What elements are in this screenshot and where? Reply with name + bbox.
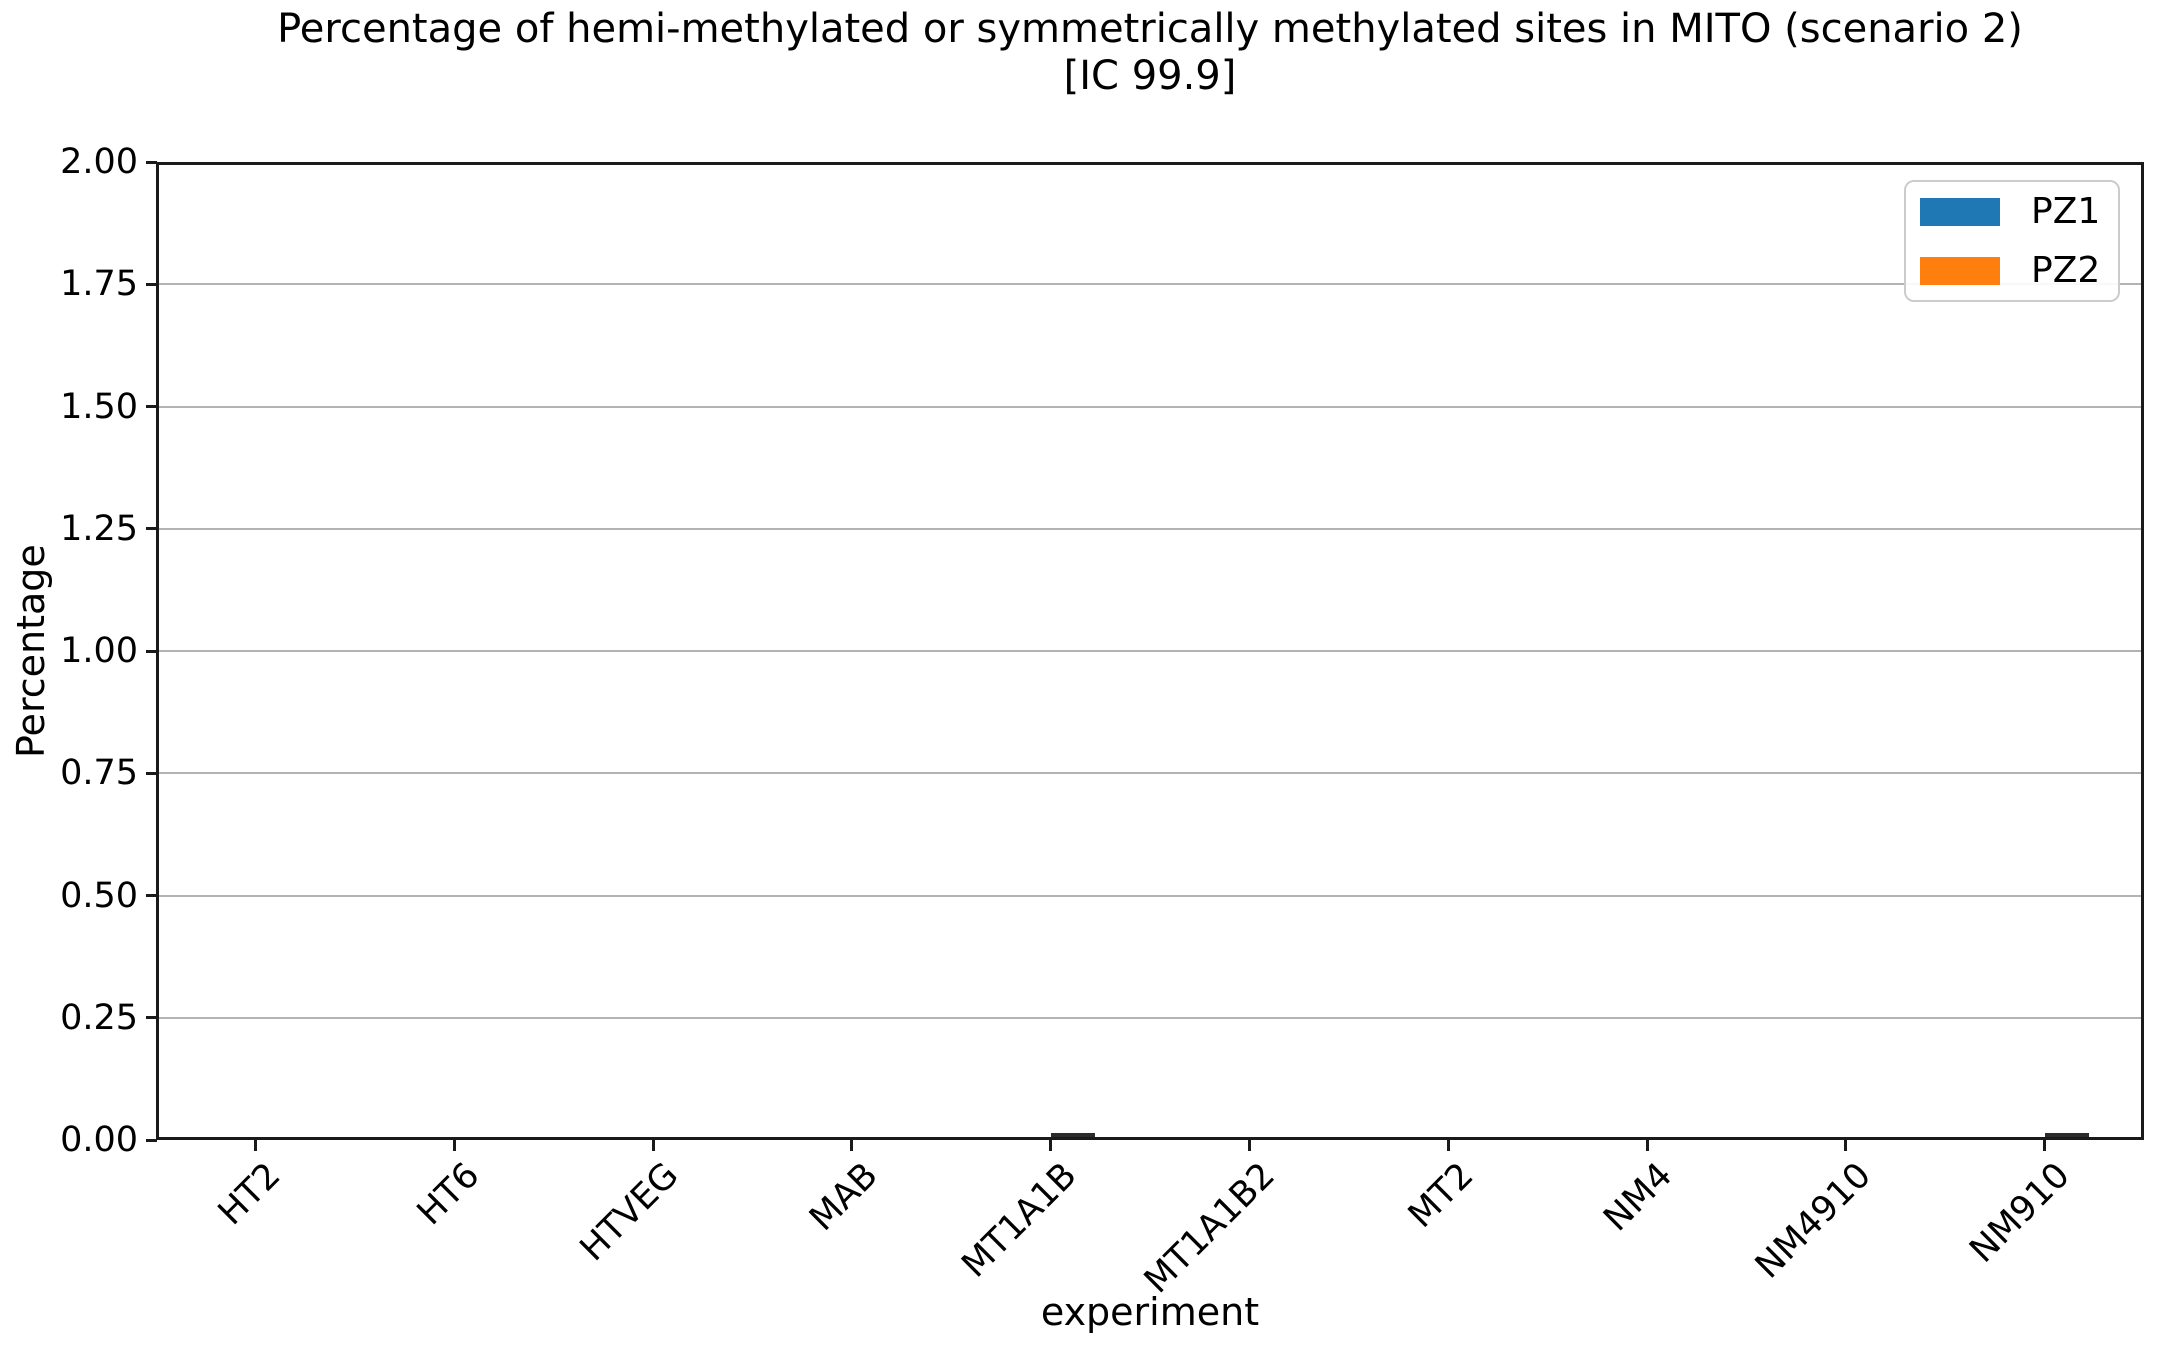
x-tick-mark — [2043, 1140, 2047, 1151]
y-tick-mark — [146, 160, 157, 164]
bar-PZ2-NM910 — [2044, 1133, 2089, 1137]
legend-item-PZ2: PZ2 — [1906, 249, 2118, 291]
x-tick-label-NM4910: NM4910 — [1748, 1155, 1880, 1287]
gridline-0.50 — [159, 894, 2141, 897]
x-tick-label-MT1A1B: MT1A1B — [954, 1155, 1085, 1286]
x-tick-label-HTVEG: HTVEG — [572, 1155, 687, 1270]
x-tick-mark — [253, 1140, 257, 1151]
x-tick-label-HT6: HT6 — [410, 1155, 488, 1234]
x-tick-label-HT2: HT2 — [211, 1155, 289, 1234]
legend-label: PZ1 — [2031, 190, 2101, 232]
legend-swatch-PZ1 — [1920, 197, 2000, 226]
x-tick-mark — [850, 1140, 854, 1151]
chart-title-line2: [IC 99.9] — [1063, 53, 1237, 100]
chart-title: Percentage of hemi-methylated or symmetr… — [156, 6, 2144, 100]
y-tick-mark — [146, 1016, 157, 1020]
y-tick-label: 0.75 — [60, 753, 138, 794]
x-tick-label-MAB: MAB — [801, 1155, 886, 1239]
legend-swatch-PZ2 — [1920, 256, 2000, 285]
legend: PZ1 PZ2 — [1904, 180, 2120, 302]
x-tick-mark — [1049, 1140, 1053, 1151]
x-tick-label-MT2: MT2 — [1401, 1155, 1482, 1236]
x-tick-label-NM4: NM4 — [1596, 1155, 1681, 1240]
bar-PZ2-MT1A1B — [1050, 1133, 1095, 1137]
gridline-1.50 — [159, 405, 2141, 408]
plot-area — [156, 162, 2144, 1140]
x-axis-label: experiment — [1040, 1290, 1260, 1334]
y-tick-mark — [146, 1138, 157, 1142]
gridline-1.25 — [159, 527, 2141, 530]
y-tick-label: 1.25 — [60, 508, 138, 549]
gridline-0.25 — [159, 1016, 2141, 1019]
y-tick-label: 2.00 — [60, 142, 138, 182]
y-tick-label: 1.00 — [60, 631, 138, 671]
y-tick-mark — [146, 405, 157, 408]
x-tick-label-MT1A1B2: MT1A1B2 — [1137, 1155, 1283, 1302]
y-tick-label: 0.00 — [60, 1120, 138, 1160]
y-tick-mark — [146, 282, 157, 286]
x-tick-label-NM910: NM910 — [1962, 1155, 2079, 1271]
x-tick-mark — [452, 1140, 456, 1151]
y-tick-mark — [146, 649, 157, 653]
y-tick-label: 1.75 — [60, 264, 138, 305]
y-tick-label: 0.25 — [60, 997, 138, 1038]
gridline-0.75 — [159, 772, 2141, 775]
legend-item-PZ1: PZ1 — [1906, 190, 2118, 232]
x-tick-mark — [651, 1140, 655, 1151]
x-tick-mark — [1844, 1140, 1848, 1151]
y-tick-mark — [146, 527, 157, 531]
legend-label: PZ2 — [2031, 249, 2101, 291]
x-tick-mark — [1645, 1140, 1649, 1151]
y-tick-mark — [146, 894, 157, 897]
x-tick-mark — [1247, 1140, 1251, 1151]
y-tick-label: 0.50 — [60, 875, 138, 916]
gridline-1.75 — [159, 283, 2141, 286]
y-tick-mark — [146, 771, 157, 775]
y-tick-label: 1.50 — [60, 386, 138, 427]
gridline-1.00 — [159, 650, 2141, 652]
x-tick-mark — [1446, 1140, 1450, 1151]
chart-title-line1: Percentage of hemi-methylated or symmetr… — [277, 6, 2023, 52]
